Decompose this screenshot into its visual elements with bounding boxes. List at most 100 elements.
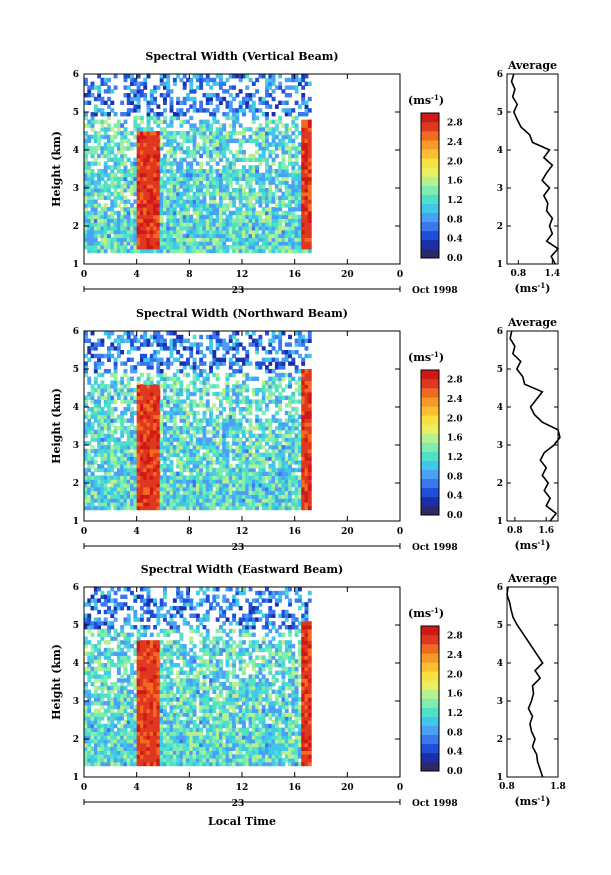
heatmap-cell (107, 89, 111, 94)
heatmap-cell (166, 346, 171, 351)
heatmap-cell (307, 441, 312, 446)
heatmap-cell (169, 498, 174, 503)
heatmap-cell (156, 180, 161, 185)
heatmap-cell (110, 210, 115, 216)
heatmap-cell (301, 483, 306, 488)
heatmap-cell (84, 422, 88, 427)
heatmap-cell (87, 165, 92, 170)
heatmap-cell (163, 395, 167, 400)
heatmap-cell (87, 494, 92, 499)
heatmap-cell (116, 180, 121, 185)
heatmap-cell (242, 498, 246, 503)
heatmap-cell (278, 222, 283, 227)
heatmap-cell (87, 659, 92, 664)
colorbar-segment (421, 140, 439, 150)
heatmap-cell (163, 96, 167, 102)
heatmap-cell (215, 203, 220, 208)
heatmap-cell (172, 486, 177, 492)
heatmap-cell (215, 218, 220, 223)
heatmap-cell (271, 456, 276, 461)
heatmap-cell (284, 245, 289, 250)
heatmap-cell (97, 388, 102, 393)
heatmap-cell (222, 89, 227, 94)
heatmap-cell (265, 157, 269, 162)
heatmap-cell (199, 131, 204, 136)
heatmap-cell (100, 483, 105, 488)
heatmap-cell (133, 210, 138, 216)
heatmap-cell (84, 636, 88, 641)
heatmap-cell (87, 464, 92, 469)
heatmap-cell (93, 131, 98, 136)
heatmap-cell (199, 119, 204, 124)
heatmap-cell (84, 471, 88, 476)
heatmap-cell (84, 739, 88, 744)
heatmap-cell (179, 407, 184, 412)
heatmap-cell (146, 172, 151, 178)
heatmap-cell (139, 479, 144, 484)
heatmap-cell (90, 483, 95, 488)
heatmap-cell (186, 391, 190, 397)
heatmap-cell (126, 233, 131, 238)
heatmap-cell (307, 188, 312, 193)
heatmap-cell (228, 169, 233, 174)
heatmap-cell (97, 96, 102, 102)
heatmap-cell (179, 384, 184, 389)
heatmap-cell (284, 350, 289, 355)
heatmap-cell (218, 203, 223, 208)
heatmap-cell (294, 441, 299, 446)
heatmap-cell (172, 410, 177, 416)
heatmap-cell (297, 172, 302, 178)
heatmap-cell (218, 338, 223, 343)
heatmap-cell (189, 115, 194, 121)
heatmap-cell (248, 460, 253, 465)
heatmap-cell (228, 237, 233, 242)
heatmap-cell (156, 184, 161, 189)
heatmap-cell (238, 391, 243, 397)
heatmap-cell (274, 486, 279, 492)
heatmap-cell (245, 218, 250, 223)
heatmap-cell (189, 467, 194, 473)
heatmap-cell (205, 460, 210, 465)
heatmap-cell (136, 127, 141, 132)
heatmap-cell (301, 207, 306, 212)
heatmap-cell (228, 131, 233, 136)
heatmap-cell (176, 471, 181, 476)
heatmap-cell (182, 157, 187, 162)
heatmap-cell (271, 452, 276, 457)
heatmap-cell (169, 169, 174, 174)
heatmap-cell (179, 191, 184, 197)
heatmap-cell (169, 104, 174, 109)
heatmap-cell (192, 365, 197, 370)
heatmap-cell (304, 448, 309, 454)
heatmap-cell (84, 746, 88, 751)
heatmap-cell (90, 490, 95, 495)
heatmap-cell (189, 502, 194, 507)
heatmap-cell (113, 372, 118, 378)
heatmap-cell (169, 146, 174, 151)
heatmap-cell (169, 407, 174, 412)
heatmap-cell (116, 184, 121, 189)
heatmap-cell (218, 77, 223, 83)
heatmap-cell (146, 74, 151, 79)
heatmap-cell (265, 502, 269, 507)
heatmap-cell (166, 222, 171, 227)
heatmap-cell (301, 157, 306, 162)
heatmap-cell (107, 165, 111, 170)
heatmap-cell (186, 338, 190, 343)
heatmap-cell (278, 81, 283, 86)
heatmap-cell (149, 214, 154, 219)
colorbar-segment (421, 478, 439, 489)
heatmap-cell (265, 452, 269, 457)
heatmap-cell (149, 426, 154, 431)
heatmap-cell (136, 172, 141, 178)
heatmap-cell (205, 237, 210, 242)
heatmap-cell (186, 248, 190, 254)
heatmap-cell (93, 237, 98, 242)
heatmap-cell (163, 376, 167, 381)
heatmap-cell (245, 176, 250, 181)
heatmap-cell (189, 433, 194, 438)
heatmap-cell (307, 169, 312, 174)
heatmap-cell (258, 365, 263, 370)
heatmap-cell (297, 437, 302, 442)
heatmap-cell (149, 452, 154, 457)
